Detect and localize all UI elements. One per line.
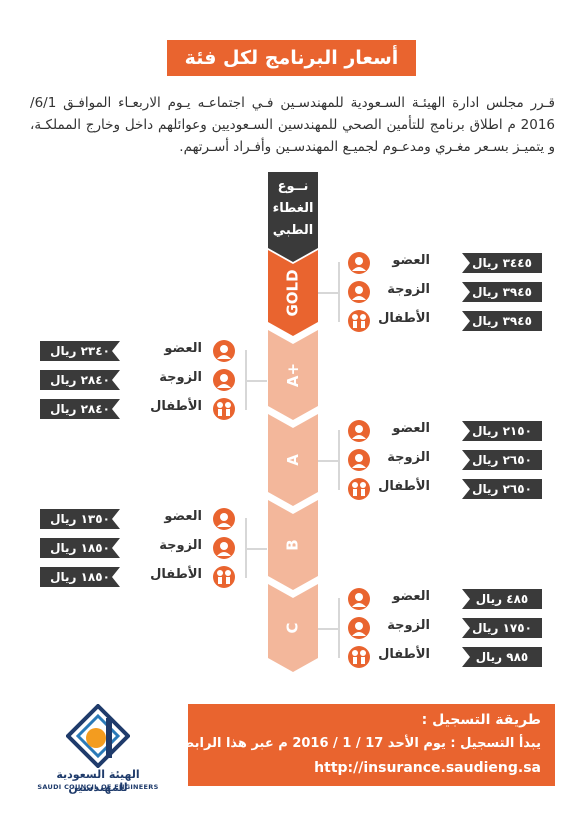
- sce-logo-icon: [66, 704, 130, 768]
- intro-paragraph: قـرر مجلس ادارة الهيئـة السـعودية للمهند…: [30, 95, 555, 155]
- spine-graphic: [268, 172, 318, 672]
- woman-icon: [213, 369, 235, 391]
- member-type-label: الزوجة: [387, 618, 430, 633]
- man-icon: [213, 508, 235, 530]
- member-type-label: الزوجة: [387, 282, 430, 297]
- price-tag: ٣٤٤٥ ريال: [462, 253, 542, 273]
- member-type-label: الأطفال: [378, 311, 430, 326]
- connector-line: [338, 598, 340, 658]
- member-type-label: الأطفال: [378, 647, 430, 662]
- price-tag: ٤٨٥ ريال: [462, 589, 542, 609]
- children-icon: [348, 646, 370, 668]
- woman-icon: [348, 281, 370, 303]
- member-type-label: العضو: [392, 253, 430, 268]
- logo-arabic-text: الهيئة السعودية للمهندسين: [56, 768, 140, 794]
- tier-segment-b: [268, 500, 318, 590]
- price-tag: ٣٩٤٥ ريال: [462, 282, 542, 302]
- registration-box: طريقة التسجيل : يبدأ التسجيل : يوم الأحد…: [181, 704, 555, 786]
- man-icon: [348, 252, 370, 274]
- man-icon: [348, 588, 370, 610]
- member-type-label: الأطفال: [378, 479, 430, 494]
- tier-label-gold: GOLD: [283, 269, 302, 317]
- tier-segment-aplus: [268, 330, 318, 420]
- price-tag: ٢٦٥٠ ريال: [462, 479, 542, 499]
- tier-label-c: C: [283, 622, 302, 634]
- connector-line: [247, 380, 267, 382]
- coverage-type-label: نــوع الغطاء الطبي: [272, 179, 314, 238]
- price-tag: ١٨٥٠ ريال: [40, 567, 120, 587]
- tier-segment-gold: [268, 250, 318, 336]
- woman-icon: [213, 537, 235, 559]
- connector-line: [245, 350, 247, 410]
- children-icon: [213, 566, 235, 588]
- tier-label-aplus: A+: [284, 362, 302, 388]
- page-title: أسعار البرنامج لكل فئة: [167, 40, 416, 76]
- connector-line: [318, 628, 338, 630]
- price-tag: ١٧٥٠ ريال: [462, 618, 542, 638]
- member-type-label: العضو: [392, 421, 430, 436]
- woman-icon: [348, 617, 370, 639]
- member-type-label: الزوجة: [159, 538, 202, 553]
- price-tag: ٢١٥٠ ريال: [462, 421, 542, 441]
- member-type-label: العضو: [392, 589, 430, 604]
- tier-segment-c: [268, 584, 318, 672]
- price-tag: ٢٦٥٠ ريال: [462, 450, 542, 470]
- connector-line: [245, 518, 247, 578]
- price-tag: ٢٨٤٠ ريال: [40, 370, 120, 390]
- price-tag: ١٣٥٠ ريال: [40, 509, 120, 529]
- registration-title: طريقة التسجيل :: [421, 712, 541, 728]
- connector-line: [247, 548, 267, 550]
- registration-link[interactable]: http://insurance.saudieng.sa: [314, 760, 541, 776]
- member-type-label: الزوجة: [159, 370, 202, 385]
- price-tag: ١٨٥٠ ريال: [40, 538, 120, 558]
- children-icon: [348, 478, 370, 500]
- connector-line: [318, 292, 338, 294]
- price-tag: ٢٣٤٠ ريال: [40, 341, 120, 361]
- member-type-label: الزوجة: [387, 450, 430, 465]
- price-tag: ٢٨٤٠ ريال: [40, 399, 120, 419]
- tier-segment-a: [268, 414, 318, 506]
- registration-date: يبدأ التسجيل : يوم الأحد 17 / 1 / 2016 م…: [180, 736, 541, 751]
- logo-english-text: SAUDI COUNCIL OF ENGINEERS: [37, 783, 159, 791]
- coverage-header-segment: [268, 172, 318, 262]
- children-icon: [213, 398, 235, 420]
- member-type-label: الأطفال: [150, 567, 202, 582]
- member-type-label: العضو: [164, 509, 202, 524]
- tier-label-b: B: [284, 539, 302, 551]
- member-type-label: العضو: [164, 341, 202, 356]
- connector-line: [318, 460, 338, 462]
- connector-line: [338, 262, 340, 322]
- tier-label-a: A: [283, 454, 302, 466]
- price-tag: ٩٨٥ ريال: [462, 647, 542, 667]
- member-type-label: الأطفال: [150, 399, 202, 414]
- man-icon: [348, 420, 370, 442]
- children-icon: [348, 310, 370, 332]
- woman-icon: [348, 449, 370, 471]
- man-icon: [213, 340, 235, 362]
- connector-line: [338, 430, 340, 490]
- price-tag: ٣٩٤٥ ريال: [462, 311, 542, 331]
